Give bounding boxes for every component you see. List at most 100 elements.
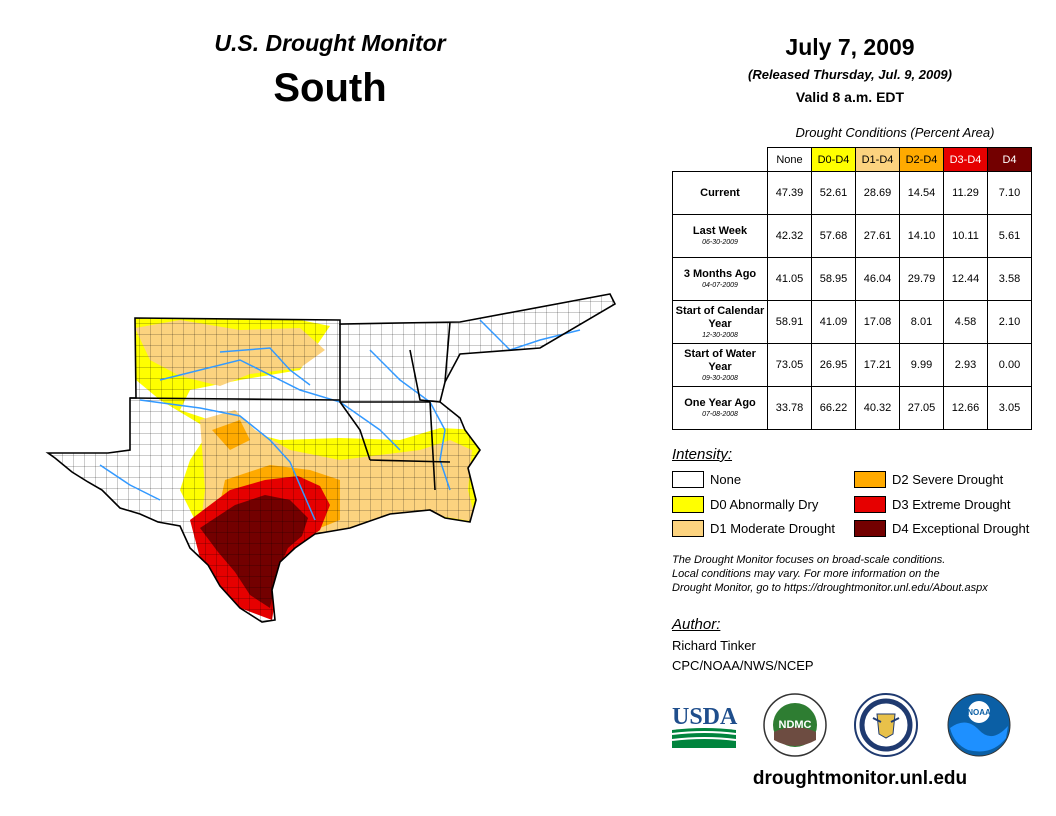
table-cell: 28.69 — [855, 171, 900, 215]
table-cell: 3.05 — [987, 386, 1032, 430]
table-cell: 58.95 — [811, 257, 856, 301]
table-cell: 41.09 — [811, 300, 856, 344]
legend-label: D1 Moderate Drought — [710, 521, 836, 536]
row-header: Start of Calendar Year 12-30-2008 — [672, 300, 768, 344]
table-cell: 66.22 — [811, 386, 856, 430]
table-cell: 9.99 — [899, 343, 944, 387]
row-label: Last Week — [692, 225, 748, 237]
table-cell: 0.00 — [987, 343, 1032, 387]
table-cell: 41.05 — [767, 257, 812, 301]
map-date: July 7, 2009 — [785, 34, 915, 60]
legend-label: D2 Severe Drought — [892, 472, 1004, 487]
valid-time: Valid 8 a.m. EDT — [795, 89, 905, 105]
drought-map — [47, 293, 616, 623]
usda-logo: USDA — [671, 704, 738, 748]
table-cell: 47.39 — [767, 171, 812, 215]
legend-swatch — [672, 471, 704, 488]
row-date: 07-08-2008 — [702, 411, 738, 418]
table-cell: 52.61 — [811, 171, 856, 215]
ndmc-logo: NDMC — [763, 693, 827, 757]
table-cell: 3.58 — [987, 257, 1032, 301]
release-date: (Released Thursday, Jul. 9, 2009) — [748, 67, 952, 82]
legend-swatch — [854, 496, 886, 513]
row-date: 04-07-2009 — [702, 282, 738, 289]
table-cell: 2.93 — [943, 343, 988, 387]
row-date: 06-30-2009 — [702, 239, 738, 246]
row-label: Current — [700, 186, 740, 199]
table-cell: 17.21 — [855, 343, 900, 387]
col-header: D2-D4 — [899, 147, 944, 172]
usda-logo-text: USDA — [672, 704, 738, 730]
legend-item-none: None — [672, 471, 741, 488]
state-borders — [47, 293, 616, 623]
table-cell: 12.44 — [943, 257, 988, 301]
legend-swatch — [854, 520, 886, 537]
product-title: U.S. Drought Monitor — [214, 30, 446, 56]
author-name: Richard Tinker — [672, 638, 756, 653]
row-header: 3 Months Ago 04-07-2009 — [672, 257, 768, 301]
legend-label: None — [710, 472, 742, 487]
legend-swatch — [672, 496, 704, 513]
table-cell: 8.01 — [899, 300, 944, 344]
disclaimer: The Drought Monitor focuses on broad-sca… — [672, 553, 1052, 595]
table-cell: 46.04 — [855, 257, 900, 301]
author-title: Author: — [672, 616, 721, 633]
table-row: 3 Months Ago 04-07-2009 41.05 58.95 46.04 29.… — [672, 257, 1032, 301]
rivers — [99, 319, 581, 521]
legend-swatch — [854, 471, 886, 488]
row-date: 09-30-2008 — [702, 374, 738, 382]
table-cell: 10.11 — [943, 214, 988, 258]
legend-item-d1: D1 Moderate Drought — [672, 520, 835, 537]
col-header: D4 — [987, 147, 1032, 172]
legend-label: D4 Exceptional Drought — [892, 521, 1030, 536]
row-label: 3 Months Ago — [683, 268, 757, 280]
table-row: Current 47.39 52.61 28.69 14.54 11.29 7.10 — [672, 171, 1032, 215]
table-cell: 40.32 — [855, 386, 900, 430]
table-row: Last Week 06-30-2009 42.32 57.68 27.61 14.10 1… — [672, 214, 1032, 258]
table-cell: 14.54 — [899, 171, 944, 215]
legend-swatch — [672, 520, 704, 537]
row-label: One Year Ago — [684, 397, 756, 409]
table-row: Start of Water Year 09-30-2008 73.05 26.95 1… — [672, 343, 1032, 387]
table-cell: 4.58 — [943, 300, 988, 344]
table-cell: 14.10 — [899, 214, 944, 258]
region-title: South — [273, 66, 387, 110]
table-header-row: None D0-D4 D1-D4 D2-D4 D3-D4 D4 — [672, 147, 1032, 172]
legend-label: D3 Extreme Drought — [892, 497, 1011, 512]
col-header: D1-D4 — [855, 147, 900, 172]
ndmc-logo-text: NDMC — [779, 719, 812, 731]
disclaimer-line: Drought Monitor, go to https://droughtmo… — [672, 582, 988, 594]
legend-item-d2: D2 Severe Drought — [854, 471, 1003, 488]
col-header: None — [767, 147, 812, 172]
author-org: CPC/NOAA/NWS/NCEP — [672, 658, 814, 673]
table-cell: 7.10 — [987, 171, 1032, 215]
table-cell: 29.79 — [899, 257, 944, 301]
table-cell: 27.05 — [899, 386, 944, 430]
table-cell: 73.05 — [767, 343, 812, 387]
table-row: One Year Ago 07-08-2008 33.78 66.22 40.32 27.… — [672, 386, 1032, 430]
row-label: Start of Calendar Year — [675, 304, 765, 330]
commerce-seal-logo — [854, 693, 918, 757]
legend-label: D0 Abnormally Dry — [710, 497, 819, 512]
website-url[interactable]: droughtmonitor.unl.edu — [752, 768, 968, 789]
table-cell: 11.29 — [943, 171, 988, 215]
drought-conditions-table: None D0-D4 D1-D4 D2-D4 D3-D4 D4 Current 4… — [672, 147, 1032, 430]
table-title: Drought Conditions (Percent Area) — [795, 125, 995, 140]
legend-item-d3: D3 Extreme Drought — [854, 496, 1011, 513]
noaa-logo: NOAA — [947, 693, 1011, 757]
county-lines — [48, 294, 615, 622]
table-cell: 26.95 — [811, 343, 856, 387]
table-cell: 17.08 — [855, 300, 900, 344]
table-cell: 2.10 — [987, 300, 1032, 344]
table-cell: 5.61 — [987, 214, 1032, 258]
col-header: D0-D4 — [811, 147, 856, 172]
legend-item-d4: D4 Exceptional Drought — [854, 520, 1029, 537]
table-cell: 33.78 — [767, 386, 812, 430]
row-header: One Year Ago 07-08-2008 — [672, 386, 768, 430]
row-label: Start of Water Year — [684, 347, 756, 373]
table-cell: 58.91 — [767, 300, 812, 344]
legend-item-d0: D0 Abnormally Dry — [672, 496, 818, 513]
table-row: Start of Calendar Year 12-30-2008 58.91 41.… — [672, 300, 1032, 344]
col-header: D3-D4 — [943, 147, 988, 172]
table-cell: 12.66 — [943, 386, 988, 430]
